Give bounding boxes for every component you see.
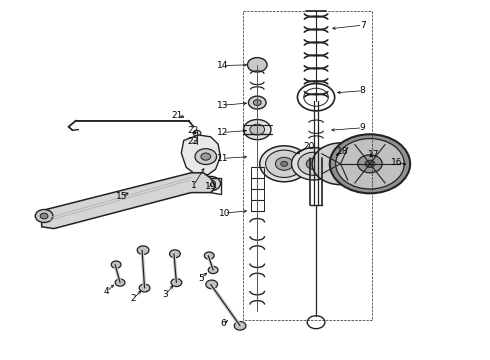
Circle shape xyxy=(247,58,267,72)
Text: 14: 14 xyxy=(217,61,229,70)
Text: 16: 16 xyxy=(391,158,403,167)
Polygon shape xyxy=(42,173,216,229)
Circle shape xyxy=(40,213,48,219)
Text: 8: 8 xyxy=(360,86,366,95)
Circle shape xyxy=(195,149,217,165)
Circle shape xyxy=(292,148,336,180)
Circle shape xyxy=(312,143,369,185)
Text: 23: 23 xyxy=(187,136,198,145)
Circle shape xyxy=(306,158,321,169)
Circle shape xyxy=(234,321,246,330)
Text: 6: 6 xyxy=(220,320,226,328)
Circle shape xyxy=(111,261,121,268)
Circle shape xyxy=(275,157,293,170)
Text: 5: 5 xyxy=(198,274,204,283)
Text: 15: 15 xyxy=(116,192,127,201)
Circle shape xyxy=(244,120,271,140)
Circle shape xyxy=(206,180,216,187)
Circle shape xyxy=(204,252,214,259)
Circle shape xyxy=(201,176,220,191)
Circle shape xyxy=(253,100,261,105)
Circle shape xyxy=(365,160,375,167)
Circle shape xyxy=(250,124,265,135)
Text: 9: 9 xyxy=(360,123,366,132)
Circle shape xyxy=(358,155,382,173)
Circle shape xyxy=(139,284,150,292)
Text: 17: 17 xyxy=(368,150,379,158)
Circle shape xyxy=(193,130,201,136)
Circle shape xyxy=(208,266,218,274)
Circle shape xyxy=(298,152,329,175)
Text: 20: 20 xyxy=(303,143,315,152)
Text: 10: 10 xyxy=(219,209,230,217)
Text: 3: 3 xyxy=(163,290,169,299)
Circle shape xyxy=(137,246,149,255)
Text: 21: 21 xyxy=(172,111,183,120)
Text: 22: 22 xyxy=(187,126,198,135)
Text: 12: 12 xyxy=(217,128,229,137)
Text: 13: 13 xyxy=(217,100,229,109)
Circle shape xyxy=(281,161,288,166)
Circle shape xyxy=(170,250,180,258)
Polygon shape xyxy=(181,135,221,175)
Circle shape xyxy=(194,139,200,144)
Text: 4: 4 xyxy=(104,287,110,296)
Text: 7: 7 xyxy=(360,21,366,30)
Circle shape xyxy=(330,134,410,193)
Circle shape xyxy=(171,279,182,287)
Circle shape xyxy=(266,150,303,177)
Text: 2: 2 xyxy=(130,294,136,303)
Circle shape xyxy=(35,210,53,222)
Text: 18: 18 xyxy=(337,148,349,156)
Circle shape xyxy=(332,157,349,170)
Circle shape xyxy=(115,279,125,286)
Circle shape xyxy=(201,153,211,160)
Circle shape xyxy=(260,146,309,182)
Text: 1: 1 xyxy=(191,181,196,190)
Circle shape xyxy=(336,139,404,189)
Circle shape xyxy=(248,96,266,109)
Text: 19: 19 xyxy=(205,182,217,191)
Circle shape xyxy=(206,280,218,289)
Text: 11: 11 xyxy=(217,154,229,163)
